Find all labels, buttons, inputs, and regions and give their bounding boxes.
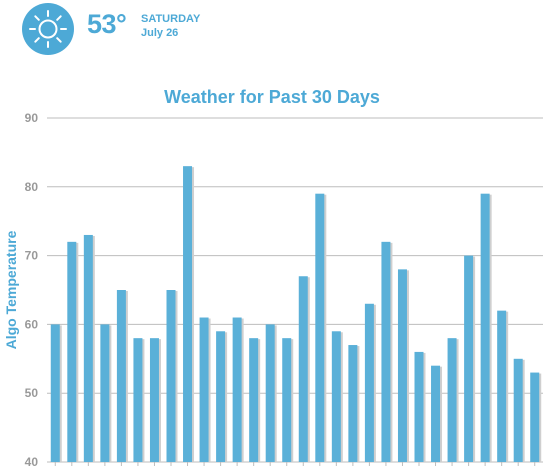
bar[interactable] (397, 269, 407, 462)
bar[interactable] (530, 372, 540, 462)
bar[interactable] (315, 193, 325, 462)
bar[interactable] (348, 345, 358, 462)
bar[interactable] (83, 234, 93, 462)
current-temperature: 53° (87, 9, 127, 39)
bar[interactable] (414, 351, 424, 462)
bar[interactable] (133, 338, 143, 462)
bar[interactable] (249, 338, 259, 462)
y-axis-label: Algo Temperature (3, 230, 19, 349)
bar[interactable] (100, 324, 110, 462)
bar[interactable] (464, 255, 474, 462)
bar[interactable] (216, 331, 226, 462)
bar[interactable] (116, 290, 126, 462)
y-tick-label: 80 (25, 180, 39, 194)
current-date: July 26 (141, 27, 179, 39)
bar[interactable] (50, 324, 60, 462)
bar[interactable] (265, 324, 275, 462)
sun-icon (22, 3, 74, 55)
bar[interactable] (447, 338, 457, 462)
bar[interactable] (298, 276, 308, 462)
bar[interactable] (149, 338, 159, 462)
bar[interactable] (199, 317, 209, 462)
bar[interactable] (67, 241, 77, 462)
bar[interactable] (497, 310, 507, 462)
bar[interactable] (480, 193, 490, 462)
chart-title: Weather for Past 30 Days (164, 87, 380, 107)
y-tick-label: 50 (25, 386, 39, 400)
bar[interactable] (183, 166, 193, 462)
bar[interactable] (331, 331, 341, 462)
y-tick-label: 70 (25, 249, 39, 263)
bar[interactable] (431, 365, 441, 462)
bar[interactable] (282, 338, 292, 462)
y-tick-label: 60 (25, 317, 39, 331)
y-tick-label: 40 (25, 455, 39, 469)
bar[interactable] (364, 303, 374, 462)
bar[interactable] (381, 241, 391, 462)
y-tick-label: 90 (25, 111, 39, 125)
bar[interactable] (513, 358, 523, 462)
bar[interactable] (166, 290, 176, 462)
current-day: SATURDAY (141, 13, 201, 25)
bar[interactable] (232, 317, 242, 462)
